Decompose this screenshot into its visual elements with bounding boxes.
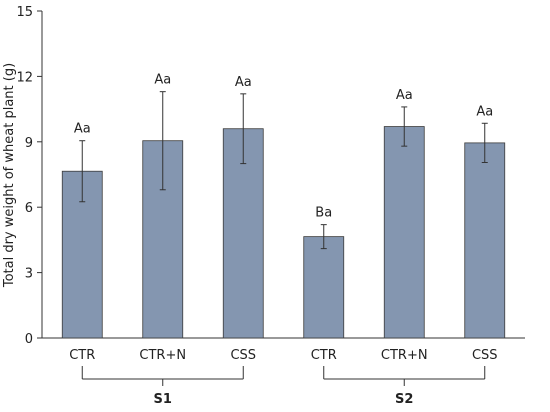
y-axis-title: Total dry weight of wheat plant (g): [2, 63, 17, 288]
y-tick-label: 15: [16, 5, 33, 20]
significance-label: Ba: [315, 206, 332, 221]
plot-area: 0 3 6 9 12 15 Aa CTR Aa CTR+N Aa CSS Ba CTR Aa CTR+N Aa C…: [16, 5, 525, 407]
x-category-label: CSS: [230, 348, 256, 363]
y-tick-label: 3: [25, 267, 33, 282]
group-label: S2: [395, 392, 413, 407]
x-category-label: CSS: [472, 348, 498, 363]
significance-label: Aa: [154, 73, 171, 88]
x-category-label: CTR+N: [381, 348, 428, 363]
significance-label: Aa: [235, 75, 252, 90]
y-tick-label: 6: [25, 201, 33, 216]
group-label: S1: [154, 392, 172, 407]
y-tick-label: 0: [25, 332, 33, 347]
y-tick-label: 12: [16, 70, 33, 85]
x-category-label: CTR: [311, 348, 337, 363]
bar: [303, 236, 345, 339]
y-tick-label: 9: [25, 136, 33, 151]
x-category-label: CTR+N: [139, 348, 186, 363]
x-category-label: CTR: [69, 348, 95, 363]
bar: [464, 142, 506, 339]
significance-label: Aa: [476, 104, 493, 119]
significance-label: Aa: [396, 88, 413, 103]
significance-label: Aa: [74, 122, 91, 137]
bar: [383, 126, 425, 339]
